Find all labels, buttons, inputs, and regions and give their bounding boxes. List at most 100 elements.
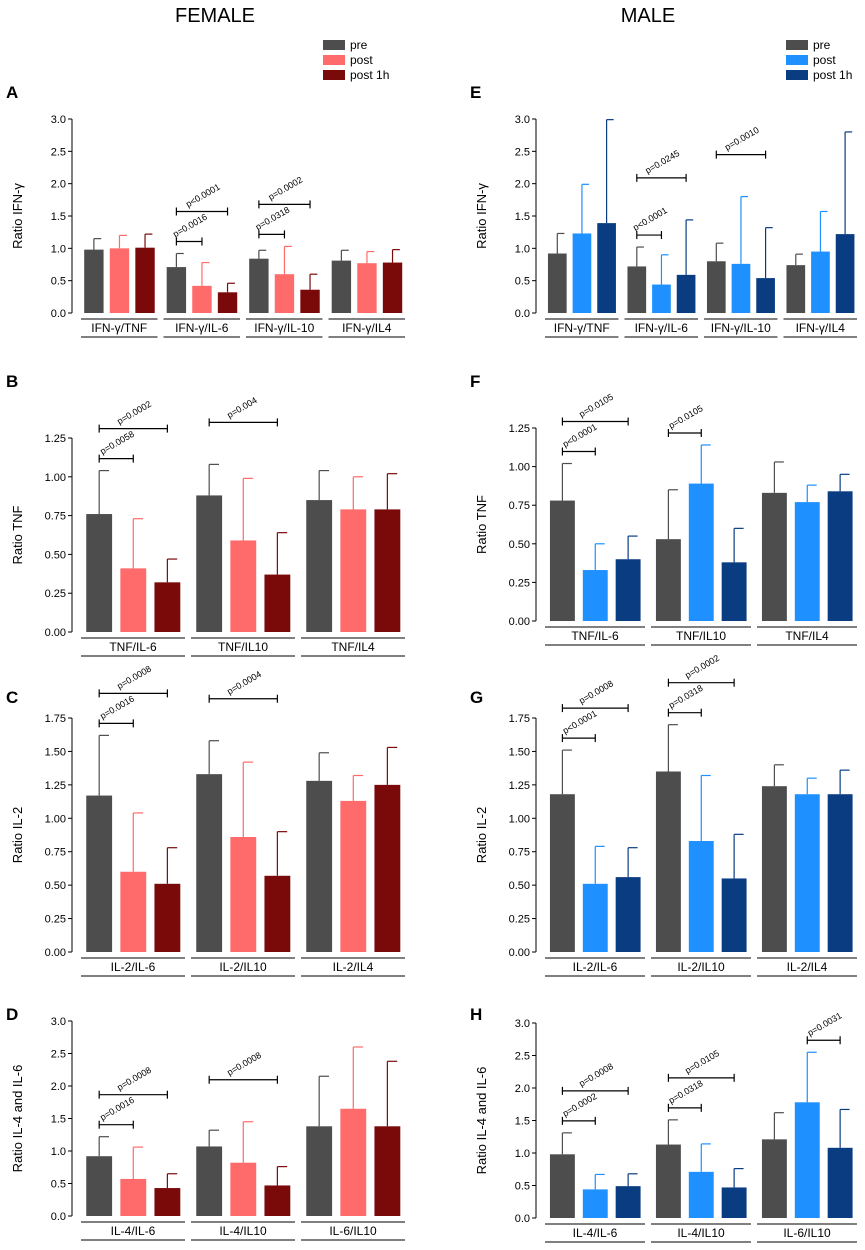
bar-post-tnf-il4 <box>794 502 820 621</box>
bar-pre-il-2-il10 <box>655 771 681 952</box>
category-label: TNF/IL-6 <box>109 640 157 654</box>
legend-label-pre: pre <box>350 38 368 52</box>
y-tick-label: 0.00 <box>45 627 66 639</box>
bar-pre-il-2-il4 <box>306 780 333 952</box>
significance-bracket: p=0.0008 <box>561 678 629 713</box>
bar-post-1h-tnf-il10 <box>264 574 291 632</box>
y-tick-label: 1.0 <box>51 1146 66 1158</box>
bar-pre-ifn-il-6 <box>627 266 647 313</box>
y-tick-label: 2.0 <box>515 1083 530 1095</box>
p-value-label: p=0.0002 <box>683 653 721 681</box>
bar-post-1h-il-4-il-6 <box>154 1188 181 1216</box>
bar-post-1h-il-2-il10 <box>721 878 747 952</box>
bar-pre-il-4-il10 <box>196 1146 223 1216</box>
panel-letter: C <box>6 688 18 707</box>
y-tick-label: 0.00 <box>509 616 530 628</box>
significance-bracket: p=0.0002 <box>98 399 168 433</box>
bar-post-il-4-il-6 <box>582 1189 608 1218</box>
significance-bracket: p=0.0016 <box>98 694 136 728</box>
y-tick-label: 0.25 <box>509 914 530 926</box>
bar-pre-ifn-il-10 <box>706 261 726 313</box>
legend-swatch-post-1h <box>786 70 808 80</box>
significance-bracket: p=0.0016 <box>98 1095 136 1129</box>
bar-pre-ifn-tnf <box>84 249 104 313</box>
y-tick-label: 0.5 <box>51 1179 66 1191</box>
p-value-label: p=0.0058 <box>98 429 136 457</box>
bar-post-1h-ifn-il-10 <box>756 278 775 313</box>
bar-post-1h-il-2-il4 <box>374 784 401 952</box>
bar-pre-tnf-il10 <box>655 539 681 621</box>
y-tick-label: 0.50 <box>45 549 66 561</box>
bar-pre-il-2-il4 <box>761 786 787 952</box>
bar-pre-ifn-il-6 <box>166 267 187 313</box>
y-tick-label: 0.25 <box>509 577 530 589</box>
y-tick-label: 1.50 <box>45 746 66 758</box>
bar-post-ifn-il-10 <box>274 274 295 313</box>
panel-e: E 0.0 0.5 1.0 1.5 2.0 2.5 3.0 Ratio IFN-γ IFN-γ/T… <box>470 83 857 338</box>
bar-pre-il-4-il10 <box>655 1144 681 1218</box>
significance-bracket: p=0.0002 <box>667 653 735 687</box>
y-tick-label: 1.25 <box>509 423 530 435</box>
bar-post-1h-il-4-il10 <box>264 1185 291 1216</box>
bar-pre-tnf-il-6 <box>86 514 113 632</box>
p-value-label: p<0.0001 <box>561 422 599 450</box>
bar-post-1h-tnf-il-6 <box>154 582 181 632</box>
bar-post-ifn-tnf <box>109 248 130 313</box>
panel-c: C 0.00 0.25 0.50 0.75 1.00 1.25 1.50 1.75 Ratio I… <box>6 664 405 977</box>
y-tick-label: 2.0 <box>51 1081 66 1093</box>
category-label: IL-4/IL-6 <box>111 1224 156 1238</box>
panel-letter: G <box>470 688 483 707</box>
y-tick-label: 1.5 <box>51 211 66 223</box>
bar-post-1h-il-6-il10 <box>827 1147 853 1218</box>
y-tick-label: 0.00 <box>509 947 530 959</box>
y-tick-label: 2.5 <box>51 1049 66 1061</box>
p-value-label: p=0.0105 <box>667 403 705 431</box>
category-label: IFN-γ/IL4 <box>342 321 392 335</box>
bar-post-1h-il-6-il10 <box>374 1126 401 1216</box>
significance-bracket: p<0.0001 <box>561 708 599 743</box>
bar-post-1h-ifn-tnf <box>135 247 155 313</box>
bar-pre-tnf-il4 <box>761 492 787 621</box>
bar-post-il-2-il10 <box>688 841 714 952</box>
female-column-title: FEMALE <box>175 5 255 27</box>
category-label: IL-2/IL10 <box>677 960 725 974</box>
y-tick-label: 0.5 <box>515 1181 530 1193</box>
legend-label-post: post <box>813 53 836 67</box>
bar-post-il-2-il-6 <box>120 871 147 952</box>
significance-bracket: p=0.0318 <box>254 205 291 239</box>
bar-post-1h-il-2-il4 <box>827 794 853 952</box>
legend-label-post: post <box>350 53 373 67</box>
significance-bracket: p=0.0031 <box>806 1010 843 1045</box>
panel-a: A 0.0 0.5 1.0 1.5 2.0 2.5 3.0 Ratio IFN-γ IFN-γ/T… <box>6 83 405 338</box>
y-axis-label: Ratio TNF <box>474 495 489 554</box>
y-tick-label: 0.25 <box>45 588 66 600</box>
y-tick-label: 0.75 <box>45 847 66 859</box>
panel-letter: B <box>6 372 18 391</box>
significance-bracket: p=0.0016 <box>171 212 209 246</box>
y-tick-label: 1.5 <box>51 1114 66 1126</box>
panel-letter: D <box>6 1005 18 1024</box>
bar-pre-il-4-il-6 <box>86 1156 113 1216</box>
y-tick-label: 0.00 <box>45 947 66 959</box>
category-label: IL-6/IL10 <box>783 1226 831 1240</box>
bar-pre-il-2-il-6 <box>549 794 575 952</box>
bar-post-tnf-il10 <box>230 540 257 632</box>
y-tick-label: 1.50 <box>509 746 530 758</box>
bar-post-1h-tnf-il4 <box>827 491 853 621</box>
p-value-label: p=0.0016 <box>171 212 209 240</box>
panel-b: B 0.00 0.25 0.50 0.75 1.00 1.25 Ratio TNF TNF/IL… <box>6 372 405 657</box>
legend-swatch-post-1h <box>323 70 345 80</box>
legend-swatch-post <box>323 55 345 65</box>
bar-pre-il-2-il-6 <box>86 795 113 952</box>
y-tick-label: 0.75 <box>509 500 530 512</box>
bar-pre-ifn-il4 <box>786 265 806 313</box>
significance-bracket: p=0.0010 <box>715 125 767 159</box>
p-value-label: p=0.0008 <box>577 1061 615 1089</box>
bar-post-1h-ifn-il-10 <box>300 289 320 313</box>
y-tick-label: 0.50 <box>509 880 530 892</box>
category-label: IL-4/IL10 <box>677 1226 725 1240</box>
bar-post-ifn-il4 <box>811 251 830 313</box>
y-tick-label: 3.0 <box>51 114 66 126</box>
